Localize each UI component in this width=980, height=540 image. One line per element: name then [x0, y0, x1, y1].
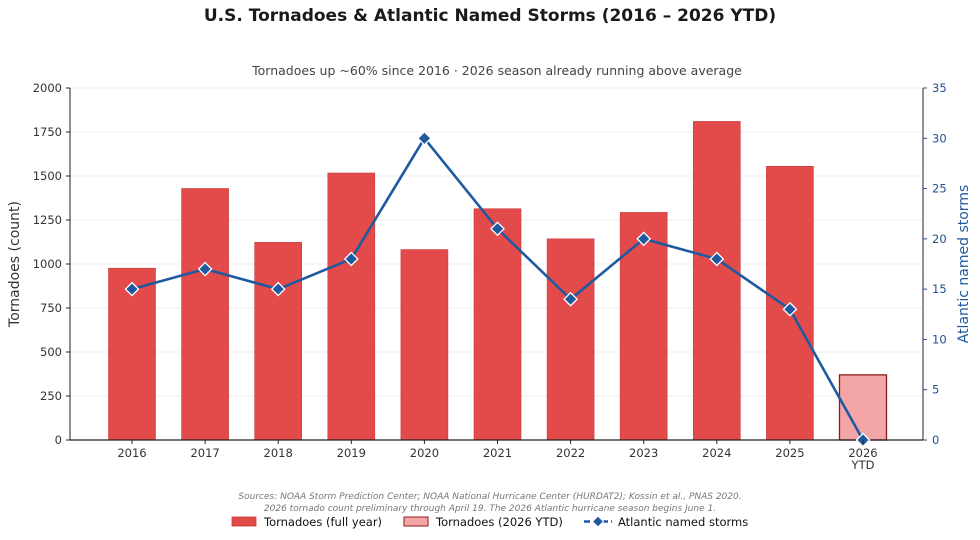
left-tick-label-1250: 1250: [33, 213, 62, 227]
bar-2019: [327, 172, 376, 441]
bar-2017: [181, 188, 229, 441]
right-tick-label-15: 15: [932, 282, 947, 296]
bar-2026-ytd: [838, 374, 888, 441]
right-tick-label-20: 20: [932, 232, 947, 246]
left-tick-label-1000: 1000: [33, 257, 62, 271]
x-tick-label-2019: 2019: [337, 446, 366, 460]
x-tick-label-2020: 2020: [410, 446, 439, 460]
storm-marker-2019: [343, 251, 359, 267]
storm-marker-2023: [636, 231, 652, 247]
right-tick-label-10: 10: [932, 332, 947, 346]
left-tick-label-1500: 1500: [33, 169, 62, 183]
bar-2016: [108, 267, 156, 441]
bar-2020: [400, 249, 449, 441]
x-tick-label-2016: 2016: [117, 446, 146, 460]
left-tick-label-2000: 2000: [33, 81, 62, 95]
right-axis-ticks: 0 5 10 15 20 25 30 35: [923, 81, 947, 447]
x-axis-ticks: 2016 2017 2018 2019 2020 2021 2022 2023 2024 2025…: [117, 440, 878, 472]
legend-label-storms: Atlantic named storms: [618, 515, 748, 529]
x-tick-label-2026: 2026 YTD: [848, 446, 877, 472]
bar-2018: [254, 242, 302, 441]
x-tick-label-2021: 2021: [483, 446, 512, 460]
x-tick-label-2025: 2025: [775, 446, 804, 460]
source-note-line-1: Sources: NOAA Storm Prediction Center; N…: [238, 492, 741, 502]
storm-marker-2018: [270, 281, 286, 297]
right-tick-label-30: 30: [932, 131, 947, 145]
legend-swatch-tornadoes-full: [231, 516, 257, 527]
x-tick-label-2017: 2017: [190, 446, 219, 460]
chart-title: U.S. Tornadoes & Atlantic Named Storms (…: [204, 6, 776, 26]
line-series: [124, 130, 871, 448]
bar-2023: [619, 212, 668, 441]
x-tick-label-2024: 2024: [702, 446, 731, 460]
storm-marker-2016: [124, 281, 140, 297]
bar-2022: [546, 238, 595, 441]
right-tick-label-5: 5: [932, 383, 939, 397]
storm-marker-2017: [197, 261, 213, 277]
x-tick-label-2022: 2022: [556, 446, 585, 460]
storm-marker-2021: [490, 221, 505, 237]
right-tick-label-35: 35: [932, 81, 947, 95]
left-tick-label-1750: 1750: [33, 125, 62, 139]
bar-2024: [692, 121, 741, 441]
left-tick-label-250: 250: [40, 389, 62, 403]
legend-marker-storms: [591, 515, 605, 528]
storm-marker-2024: [709, 251, 725, 267]
left-axis-ticks: 0 250 500 750 1000 1250 1500 1750 2000: [33, 81, 70, 447]
storm-marker-2022: [563, 291, 579, 307]
left-tick-label-500: 500: [40, 345, 62, 359]
bar-series: [108, 121, 888, 441]
legend: Tornadoes (full year) Tornadoes (2026 YT…: [231, 515, 748, 529]
storm-marker-2025: [782, 301, 798, 317]
legend-label-tornadoes-ytd: Tornadoes (2026 YTD): [435, 515, 563, 529]
left-tick-label-0: 0: [55, 433, 62, 447]
legend-label-tornadoes-full: Tornadoes (full year): [263, 515, 382, 529]
y-axis-label: Tornadoes (count): [7, 201, 23, 328]
legend-swatch-tornadoes-ytd: [403, 516, 429, 527]
chart-subtitle: Tornadoes up ~60% since 2016 · 2026 seas…: [251, 63, 742, 78]
x-tick-label-2023: 2023: [629, 446, 658, 460]
right-tick-label-0: 0: [932, 433, 939, 447]
source-note-line-2: 2026 tornado count preliminary through A…: [264, 504, 716, 514]
right-tick-label-25: 25: [932, 182, 947, 196]
storm-marker-2020: [416, 130, 432, 146]
bar-2021: [473, 208, 522, 441]
left-tick-label-750: 750: [40, 301, 62, 315]
x-tick-label-2018: 2018: [264, 446, 293, 460]
y2-axis-label: Atlantic named storms: [956, 185, 972, 344]
